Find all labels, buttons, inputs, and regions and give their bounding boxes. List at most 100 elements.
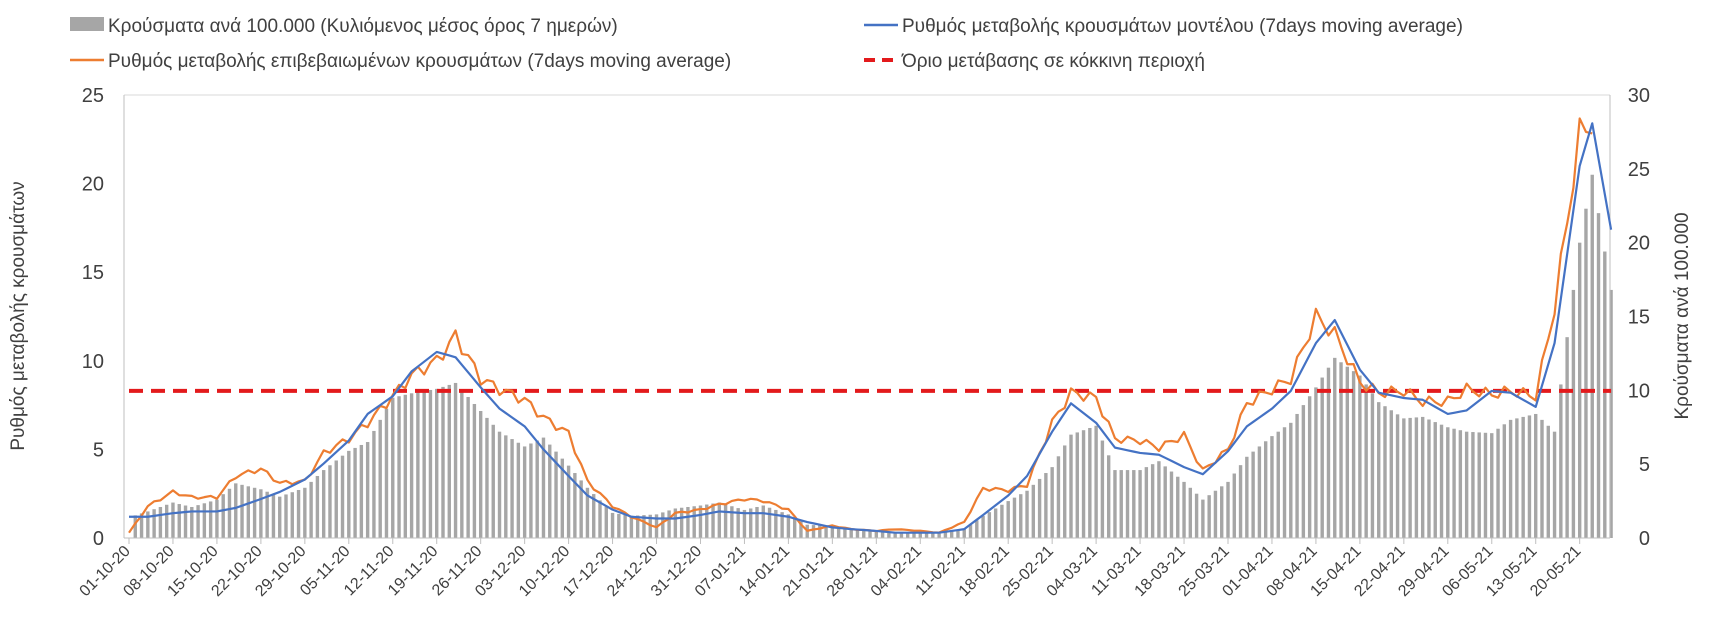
bar — [730, 506, 734, 538]
bar — [435, 388, 439, 538]
bar — [1119, 470, 1123, 538]
bar — [177, 504, 181, 538]
bar — [1490, 433, 1494, 538]
bar — [673, 508, 678, 538]
bar — [240, 484, 244, 538]
bar — [1370, 393, 1375, 538]
bar — [1176, 476, 1180, 538]
bar — [309, 481, 313, 538]
bar — [1238, 465, 1243, 538]
bar — [221, 494, 225, 538]
bar — [265, 491, 269, 538]
bar — [899, 532, 904, 538]
bar — [1546, 425, 1550, 538]
model-rate-line — [129, 122, 1613, 534]
y-left-axis-label: Ρυθμός μεταβολής κρουσμάτων — [8, 181, 29, 450]
bar — [428, 389, 433, 538]
bar — [661, 512, 665, 538]
bar — [786, 514, 791, 538]
x-tick-labels: 01-10-2008-10-2015-10-2022-10-2029-10-20… — [77, 538, 1585, 600]
bar — [1289, 422, 1293, 538]
bar — [535, 440, 539, 538]
bar — [1534, 413, 1538, 538]
bar — [227, 488, 232, 538]
bar — [642, 515, 646, 538]
bar — [1571, 289, 1576, 538]
bar — [610, 512, 615, 538]
bar — [472, 403, 477, 538]
bar — [1019, 494, 1023, 538]
bar — [742, 509, 747, 538]
bar — [416, 392, 420, 538]
legend-label-model: Ρυθμός μεταβολής κρουσμάτων μοντέλου (7d… — [902, 16, 1463, 37]
bar — [541, 437, 546, 538]
bar — [347, 450, 351, 538]
bar — [887, 531, 891, 538]
bar — [485, 417, 489, 538]
bar — [1552, 431, 1557, 538]
bar — [893, 532, 897, 538]
bar — [949, 531, 954, 538]
bar — [1408, 417, 1412, 538]
bar — [906, 532, 910, 538]
bar — [152, 509, 156, 538]
y-right-tick-label: 5 — [1639, 454, 1650, 476]
bar — [1257, 446, 1262, 538]
bar — [1377, 402, 1381, 538]
y-left-tick-label: 0 — [93, 528, 104, 550]
bar — [453, 382, 458, 538]
legend-label-confirmed: Ρυθμός μεταβολής επιβεβαιωμένων κρουσμάτ… — [108, 51, 731, 72]
bar — [1201, 499, 1205, 538]
bar — [1314, 387, 1318, 538]
bar — [158, 506, 163, 538]
y-left-tick-label: 10 — [82, 351, 104, 373]
bar — [931, 533, 935, 538]
bar — [560, 458, 565, 538]
bar — [1345, 366, 1350, 538]
bar — [717, 502, 722, 538]
bar — [1094, 425, 1098, 538]
bar — [749, 508, 753, 538]
bar — [1132, 470, 1136, 538]
bar — [290, 492, 294, 538]
bar — [1006, 501, 1010, 538]
bar — [1232, 473, 1236, 538]
bar — [843, 528, 847, 538]
bar — [1471, 432, 1475, 538]
bar — [830, 526, 835, 538]
bar — [937, 533, 941, 538]
bar — [1295, 413, 1299, 538]
bar — [1213, 490, 1218, 538]
bar — [1540, 419, 1544, 538]
bar — [1333, 357, 1337, 538]
bar — [1508, 419, 1513, 538]
bar — [1326, 367, 1331, 538]
bar — [466, 396, 470, 538]
bar — [1125, 470, 1130, 538]
y-left-tick-label: 20 — [82, 174, 104, 196]
bar — [1056, 456, 1061, 538]
bar — [1596, 213, 1601, 538]
bar — [855, 529, 860, 538]
bar — [516, 442, 521, 538]
bar — [617, 513, 621, 538]
bar — [868, 530, 872, 538]
bar — [1515, 418, 1519, 538]
bar — [1088, 427, 1092, 538]
bar — [635, 515, 640, 538]
bar — [1364, 384, 1368, 538]
bar — [1339, 362, 1343, 538]
bar — [1439, 424, 1444, 538]
bar — [146, 511, 150, 538]
bar — [968, 524, 973, 538]
bar — [504, 435, 508, 538]
bar — [365, 442, 370, 538]
bar — [975, 520, 979, 538]
bar — [692, 506, 696, 538]
bar — [1100, 440, 1105, 538]
bar — [1389, 410, 1393, 538]
bar — [1169, 471, 1174, 538]
bar — [1220, 486, 1224, 538]
bar — [1113, 470, 1117, 538]
bar — [183, 505, 188, 538]
